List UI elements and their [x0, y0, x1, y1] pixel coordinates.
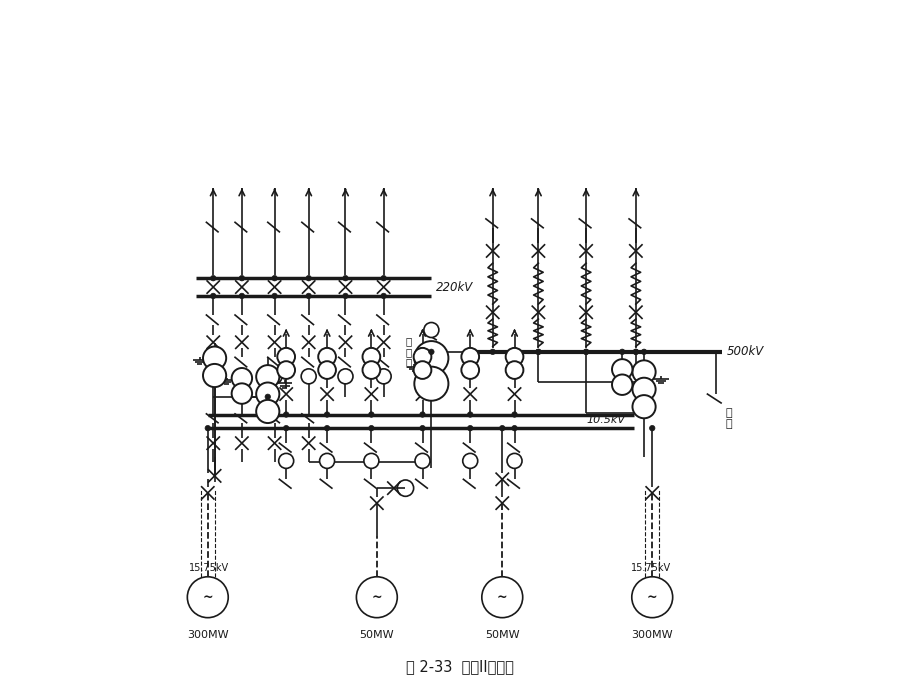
Circle shape [369, 426, 374, 431]
Text: 220kV: 220kV [435, 281, 472, 293]
Circle shape [232, 384, 252, 404]
Circle shape [462, 453, 477, 469]
Circle shape [490, 349, 495, 355]
Circle shape [267, 369, 282, 384]
Circle shape [631, 360, 655, 384]
Circle shape [583, 349, 588, 355]
Circle shape [265, 394, 270, 400]
Circle shape [255, 400, 279, 423]
Circle shape [511, 426, 516, 431]
Circle shape [460, 348, 479, 366]
Circle shape [380, 275, 386, 281]
Circle shape [419, 426, 425, 431]
Circle shape [535, 349, 540, 355]
Circle shape [301, 369, 316, 384]
Circle shape [234, 369, 249, 384]
Text: ~: ~ [646, 591, 657, 604]
Text: 50MW: 50MW [484, 630, 519, 640]
Circle shape [318, 361, 335, 379]
Circle shape [505, 361, 523, 379]
Circle shape [364, 453, 379, 469]
Circle shape [380, 293, 386, 299]
Text: 50MW: 50MW [359, 630, 393, 640]
Circle shape [424, 322, 438, 337]
Circle shape [343, 293, 347, 299]
Circle shape [369, 412, 374, 417]
Circle shape [641, 349, 646, 355]
Circle shape [414, 366, 448, 401]
Circle shape [324, 426, 329, 431]
Circle shape [511, 412, 516, 417]
Circle shape [306, 275, 311, 281]
Circle shape [324, 412, 329, 417]
Circle shape [649, 426, 654, 431]
Circle shape [283, 412, 289, 417]
Circle shape [283, 426, 289, 431]
Circle shape [319, 453, 335, 469]
Circle shape [611, 375, 631, 395]
Text: 300MW: 300MW [187, 630, 228, 640]
Circle shape [460, 361, 479, 379]
Circle shape [632, 349, 638, 355]
Circle shape [255, 365, 279, 388]
Text: 15.75kV: 15.75kV [630, 563, 670, 573]
Circle shape [277, 361, 295, 379]
Text: ~: ~ [371, 591, 381, 604]
Circle shape [499, 426, 505, 431]
Text: 300MW: 300MW [630, 630, 673, 640]
Circle shape [362, 348, 380, 366]
Circle shape [272, 293, 277, 299]
Circle shape [414, 341, 448, 375]
Text: 备
用: 备 用 [725, 408, 732, 429]
Text: 图 2-33  方案II示意图: 图 2-33 方案II示意图 [405, 659, 514, 674]
Circle shape [203, 364, 226, 387]
Circle shape [505, 348, 523, 366]
Circle shape [419, 412, 425, 417]
Circle shape [611, 359, 631, 380]
Circle shape [428, 349, 434, 355]
Text: 500kV: 500kV [726, 345, 763, 358]
Circle shape [337, 369, 353, 384]
Circle shape [239, 275, 244, 281]
Circle shape [414, 348, 431, 366]
Circle shape [631, 395, 655, 418]
Circle shape [632, 349, 638, 355]
Circle shape [205, 426, 210, 431]
Circle shape [376, 369, 391, 384]
Circle shape [210, 293, 216, 299]
Circle shape [414, 361, 431, 379]
Circle shape [232, 368, 252, 388]
Circle shape [318, 348, 335, 366]
Circle shape [535, 349, 540, 355]
Circle shape [210, 275, 216, 281]
Circle shape [506, 453, 521, 469]
Circle shape [255, 382, 279, 406]
Text: ~: ~ [496, 591, 507, 604]
Text: 15.75kV: 15.75kV [189, 563, 229, 573]
Circle shape [631, 377, 655, 401]
Circle shape [306, 293, 311, 299]
Circle shape [467, 412, 472, 417]
Circle shape [272, 275, 277, 281]
Circle shape [203, 346, 226, 370]
Circle shape [414, 453, 429, 469]
Text: 10.5kV: 10.5kV [585, 415, 624, 425]
Circle shape [362, 361, 380, 379]
Circle shape [278, 453, 293, 469]
Circle shape [583, 349, 588, 355]
Circle shape [277, 348, 295, 366]
Circle shape [206, 369, 221, 384]
Circle shape [618, 349, 624, 355]
Text: ~: ~ [202, 591, 213, 604]
Text: 厂
备
用: 厂 备 用 [405, 336, 412, 368]
Circle shape [467, 426, 472, 431]
Circle shape [343, 275, 347, 281]
Circle shape [239, 293, 244, 299]
